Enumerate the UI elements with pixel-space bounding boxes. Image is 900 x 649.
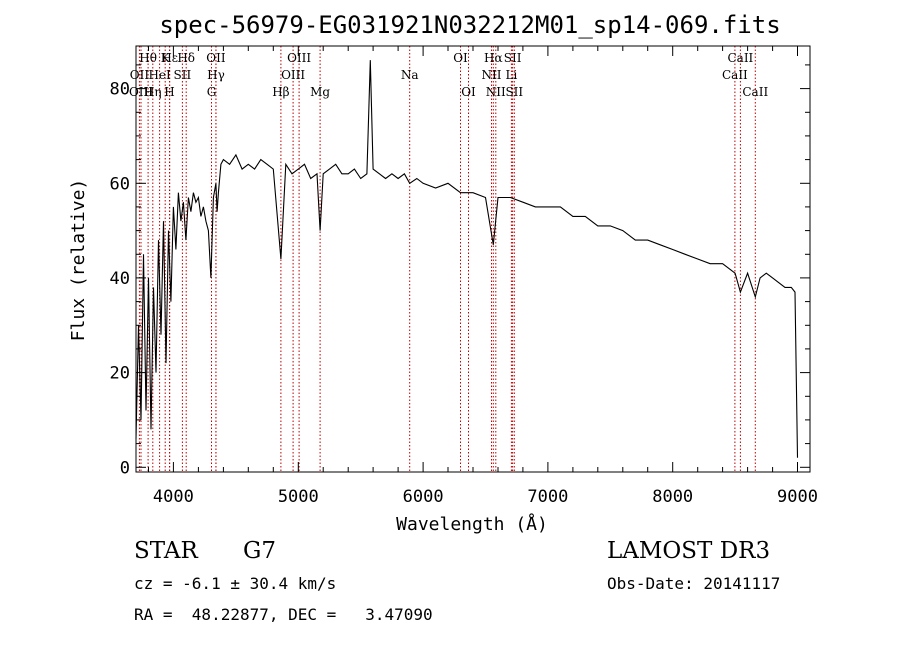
line-label: Hβ bbox=[272, 85, 289, 99]
object-class: STAR bbox=[134, 538, 198, 564]
line-label: SII bbox=[504, 51, 522, 65]
y-tick-label: 40 bbox=[110, 269, 130, 289]
y-tick-label: 80 bbox=[110, 80, 130, 100]
object-subclass: G7 bbox=[243, 538, 277, 564]
redshift-value: cz = -6.1 ± 30.4 km/s bbox=[134, 574, 337, 593]
line-label: G bbox=[207, 85, 217, 99]
coordinates: RA = 48.22877, DEC = 3.47090 bbox=[134, 605, 433, 624]
line-label: CaII bbox=[742, 85, 768, 99]
chart-title: spec-56979-EG031921N032212M01_sp14-069.f… bbox=[159, 11, 780, 39]
line-label: CaII bbox=[727, 51, 753, 65]
line-label: NII bbox=[486, 85, 506, 99]
x-tick-label: 6000 bbox=[403, 487, 444, 507]
y-tick-label: 60 bbox=[110, 174, 130, 194]
line-label: Hγ bbox=[207, 68, 225, 82]
x-tick-label: 5000 bbox=[278, 487, 319, 507]
line-label: Li bbox=[505, 68, 517, 82]
line-label: Na bbox=[401, 68, 419, 82]
line-label: OIII bbox=[287, 51, 311, 65]
x-tick-label: 4000 bbox=[153, 487, 194, 507]
y-tick-label: 0 bbox=[120, 458, 130, 478]
line-label: OI bbox=[453, 51, 468, 65]
line-label: Hδ bbox=[177, 51, 195, 65]
line-label: K bbox=[161, 51, 171, 65]
x-axis-label: Wavelength (Å) bbox=[396, 513, 548, 535]
line-label: Hα bbox=[484, 51, 503, 65]
x-axis: 4000 5000 6000 7000 8000 9000 bbox=[148, 46, 818, 507]
line-label: HeI bbox=[148, 68, 171, 82]
line-label: OI bbox=[461, 85, 476, 99]
line-label: H bbox=[164, 85, 174, 99]
y-tick-label: 20 bbox=[110, 364, 130, 384]
line-label: Hθ bbox=[139, 51, 157, 65]
y-axis-label: Flux (relative) bbox=[68, 179, 89, 342]
spectrum-line bbox=[135, 60, 799, 458]
x-tick-label: 7000 bbox=[527, 487, 568, 507]
line-label: OIII bbox=[129, 85, 153, 99]
obs-date: Obs-Date: 20141117 bbox=[607, 574, 781, 593]
survey-name: LAMOST DR3 bbox=[607, 538, 771, 564]
line-markers bbox=[138, 46, 756, 472]
line-label: SII bbox=[505, 85, 523, 99]
line-label: OIII bbox=[281, 68, 305, 82]
plot-frame bbox=[135, 45, 811, 473]
line-label: Mg bbox=[310, 85, 330, 99]
x-tick-label: 8000 bbox=[652, 487, 693, 507]
line-label: NII bbox=[482, 68, 502, 82]
x-tick-label: 9000 bbox=[777, 487, 818, 507]
line-label: OII bbox=[206, 51, 226, 65]
y-axis: 0 20 40 60 80 bbox=[110, 64, 810, 478]
line-label: Hη bbox=[144, 85, 162, 99]
line-label: OII bbox=[130, 68, 150, 82]
line-label: SII bbox=[174, 68, 192, 82]
line-label: CaII bbox=[722, 68, 748, 82]
